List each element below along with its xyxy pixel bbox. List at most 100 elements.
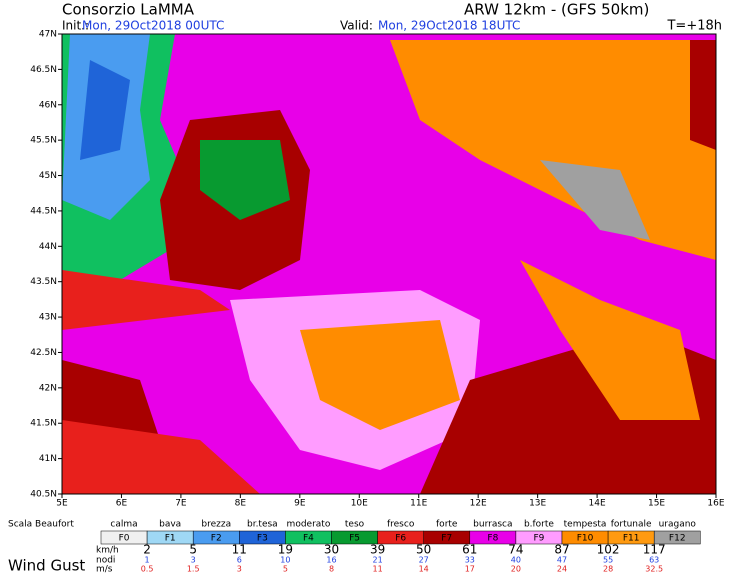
lon-label: 10E bbox=[351, 499, 368, 509]
knots-value: 3 bbox=[191, 556, 196, 565]
ms-value: 1.5 bbox=[187, 565, 200, 574]
knots-value: 10 bbox=[280, 556, 290, 565]
lat-label: 46.5N bbox=[30, 65, 57, 75]
knots-value: 27 bbox=[419, 556, 429, 565]
beaufort-name: teso bbox=[345, 520, 365, 530]
ms-value: 14 bbox=[419, 565, 429, 574]
ms-value: 24 bbox=[557, 565, 567, 574]
beaufort-code: F3 bbox=[257, 534, 268, 544]
ms-value: 8 bbox=[329, 565, 334, 574]
org-title: Consorzio LaMMA bbox=[62, 1, 195, 19]
lon-label: 9E bbox=[294, 499, 306, 509]
beaufort-code: F9 bbox=[533, 534, 544, 544]
beaufort-code: F5 bbox=[349, 534, 360, 544]
beaufort-code: F10 bbox=[577, 534, 594, 544]
lat-label: 40.5N bbox=[30, 490, 57, 500]
beaufort-name: br.tesa bbox=[247, 520, 278, 530]
beaufort-name: burrasca bbox=[473, 520, 512, 530]
kmh-value: 117 bbox=[643, 543, 666, 557]
init-time: Mon, 29Oct2018 00UTC bbox=[82, 19, 224, 33]
lon-label: 5E bbox=[56, 499, 68, 509]
map-field bbox=[61, 33, 717, 495]
ms-value: 5 bbox=[283, 565, 288, 574]
lat-label: 41N bbox=[39, 454, 57, 464]
ms-value: 28 bbox=[603, 565, 613, 574]
beaufort-name: fortunale bbox=[611, 520, 652, 530]
ms-value: 3 bbox=[237, 565, 242, 574]
ms-value: 32.5 bbox=[645, 565, 663, 574]
lon-label: 16E bbox=[707, 499, 724, 509]
knots-value: 21 bbox=[373, 556, 383, 565]
lat-label: 44N bbox=[39, 242, 57, 252]
kmh-value: 39 bbox=[370, 543, 385, 557]
beaufort-code: F8 bbox=[487, 534, 498, 544]
lat-label: 47N bbox=[39, 30, 57, 40]
valid-time: Mon, 29Oct2018 18UTC bbox=[378, 19, 520, 33]
knots-value: 63 bbox=[649, 556, 659, 565]
beaufort-name: b.forte bbox=[524, 520, 554, 530]
lat-label: 42.5N bbox=[30, 348, 57, 358]
beaufort-code: F6 bbox=[395, 534, 406, 544]
beaufort-name: brezza bbox=[201, 520, 231, 530]
beaufort-code: F1 bbox=[165, 534, 176, 544]
lat-label: 46N bbox=[39, 100, 57, 110]
knots-value: 33 bbox=[465, 556, 475, 565]
kmh-value: 50 bbox=[416, 543, 431, 557]
ms-value: 17 bbox=[465, 565, 475, 574]
model-title: ARW 12km - (GFS 50km) bbox=[464, 1, 649, 19]
beaufort-code: F7 bbox=[441, 534, 452, 544]
kmh-value: 2 bbox=[143, 543, 151, 557]
beaufort-box bbox=[653, 530, 701, 545]
kmh-value: 102 bbox=[597, 543, 620, 557]
lon-label: 15E bbox=[648, 499, 665, 509]
kmh-value: 87 bbox=[554, 543, 569, 557]
lat-label: 45.5N bbox=[30, 136, 57, 146]
beaufort-name: tempesta bbox=[564, 520, 607, 530]
lon-label: 7E bbox=[175, 499, 187, 509]
beaufort-name: moderato bbox=[287, 520, 331, 530]
lat-label: 45N bbox=[39, 171, 57, 181]
ms-value: 20 bbox=[511, 565, 521, 574]
knots-value: 47 bbox=[557, 556, 567, 565]
lat-label: 42N bbox=[39, 383, 57, 393]
beaufort-code: F0 bbox=[119, 534, 130, 544]
beaufort-name: bava bbox=[159, 520, 181, 530]
lon-label: 14E bbox=[589, 499, 606, 509]
wind-gust-label: Wind Gust bbox=[8, 557, 85, 575]
knots-value: 40 bbox=[511, 556, 521, 565]
beaufort-name: forte bbox=[436, 520, 458, 530]
knots-value: 16 bbox=[326, 556, 336, 565]
beaufort-code: F11 bbox=[623, 534, 640, 544]
beaufort-code: F12 bbox=[669, 534, 686, 544]
kmh-value: 30 bbox=[324, 543, 339, 557]
axes: 47N 46.5N 46N 45.5N 45N 44.5N 44N 43.5N 43N 42.5N… bbox=[30, 30, 725, 509]
lon-label: 6E bbox=[116, 499, 128, 509]
kmh-value: 19 bbox=[278, 543, 293, 557]
beaufort-name: calma bbox=[110, 520, 137, 530]
kmh-value: 11 bbox=[232, 543, 247, 557]
unit-ms: m/s bbox=[96, 565, 113, 575]
lon-label: 8E bbox=[235, 499, 247, 509]
kmh-value: 74 bbox=[508, 543, 523, 557]
knots-value: 6 bbox=[237, 556, 242, 565]
init-label: Init.: bbox=[62, 19, 89, 33]
kmh-value: 61 bbox=[462, 543, 477, 557]
forecast-step: T=+18h bbox=[666, 19, 722, 34]
knots-value: 1 bbox=[145, 556, 150, 565]
valid-label: Valid: bbox=[340, 19, 373, 33]
lon-label: 12E bbox=[470, 499, 487, 509]
knots-value: 55 bbox=[603, 556, 613, 565]
lon-label: 11E bbox=[410, 499, 427, 509]
ms-value: 0.5 bbox=[141, 565, 154, 574]
beaufort-name: fresco bbox=[387, 520, 415, 530]
unit-knots: nodi bbox=[96, 556, 115, 566]
beaufort-code: F2 bbox=[211, 534, 222, 544]
legend-title: Scala Beaufort bbox=[8, 520, 74, 530]
unit-kmh: km/h bbox=[96, 546, 119, 556]
lon-label: 13E bbox=[529, 499, 546, 509]
legend: Scala Beaufort km/h nodi m/s Wind Gust c… bbox=[8, 520, 701, 575]
beaufort-name: uragano bbox=[659, 520, 697, 530]
beaufort-code: F4 bbox=[303, 534, 314, 544]
lat-label: 41.5N bbox=[30, 419, 57, 429]
